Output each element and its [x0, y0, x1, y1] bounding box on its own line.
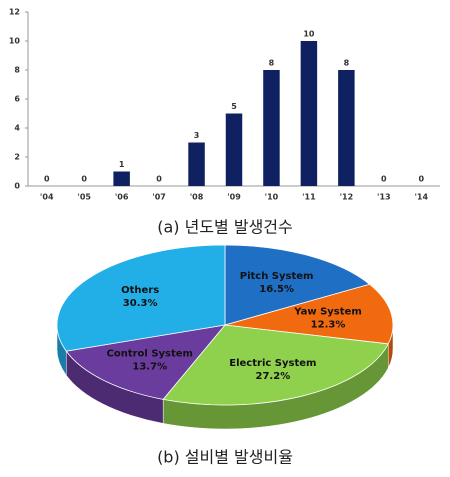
value-label: 3: [194, 131, 200, 140]
bar: [263, 70, 280, 186]
bar: [338, 70, 355, 186]
x-tick-label: '09: [227, 193, 241, 202]
pie-slice: [65, 324, 226, 400]
value-label: 8: [269, 59, 275, 68]
slice-value: 12.3%: [311, 320, 346, 331]
bar: [188, 142, 205, 186]
slice-label: Yaw System: [293, 307, 361, 318]
x-tick-label: '11: [302, 193, 316, 202]
value-label: 8: [344, 59, 350, 68]
value-label: 5: [231, 102, 237, 111]
x-tick-label: '05: [77, 193, 91, 202]
caption: (b) 설비별 발생비율: [157, 448, 293, 467]
slice-label: Electric System: [229, 358, 316, 369]
slice-value: 13.7%: [132, 361, 167, 372]
slice-value: 27.2%: [256, 371, 291, 382]
x-tick-label: '13: [377, 193, 391, 202]
pie-slice: [162, 324, 389, 406]
x-tick-label: '12: [340, 193, 354, 202]
slice-label: Pitch System: [240, 271, 314, 282]
value-label: 0: [44, 175, 50, 184]
y-tick-label: 4: [14, 124, 20, 133]
x-tick-label: '04: [40, 193, 54, 202]
bar: [225, 113, 243, 186]
slice-value: 30.3%: [123, 298, 158, 309]
pie-slice: [56, 244, 226, 352]
caption: (a) 년도별 발생건수: [157, 218, 293, 237]
bar: [113, 171, 130, 186]
y-tick-label: 8: [14, 66, 20, 75]
x-tick-label: '08: [190, 193, 204, 202]
x-tick-label: '14: [414, 193, 428, 202]
pie-slice: [224, 283, 394, 345]
y-tick-label: 12: [9, 8, 20, 17]
x-tick-label: '07: [152, 193, 166, 202]
y-tick-label: 0: [14, 182, 20, 191]
x-tick-label: '06: [115, 193, 129, 202]
value-label: 1: [119, 160, 125, 169]
pie-slice: [224, 244, 371, 326]
value-label: 0: [381, 175, 387, 184]
y-tick-label: 2: [14, 153, 20, 162]
slice-value: 16.5%: [259, 284, 294, 295]
value-label: 0: [418, 175, 424, 184]
slice-label: Others: [121, 285, 159, 296]
value-label: 10: [303, 30, 315, 39]
bar: [300, 41, 318, 186]
value-label: 0: [156, 175, 162, 184]
x-tick-label: '10: [265, 193, 279, 202]
slice-label: Control System: [107, 348, 193, 359]
value-label: 0: [81, 175, 87, 184]
y-tick-label: 10: [9, 37, 21, 46]
y-tick-label: 6: [14, 95, 20, 104]
